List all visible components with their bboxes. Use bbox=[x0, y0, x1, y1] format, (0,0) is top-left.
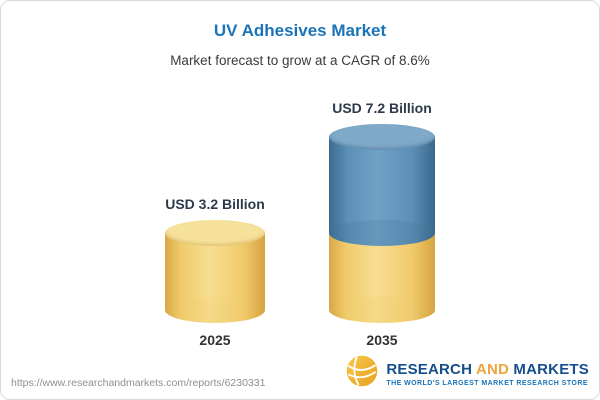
cylinder-bar-chart: USD 3.2 Billion 2025 USD 7.2 Billion 203… bbox=[1, 90, 599, 348]
chart-header: UV Adhesives Market Market forecast to g… bbox=[1, 1, 599, 68]
category-label-2025: 2025 bbox=[199, 332, 231, 348]
globe-icon bbox=[345, 354, 379, 393]
bar-column-2035: USD 7.2 Billion 2035 bbox=[329, 100, 435, 348]
category-label-2035: 2035 bbox=[366, 332, 398, 348]
logo-text: RESEARCH AND MARKETS THE WORLD'S LARGEST… bbox=[386, 361, 589, 387]
cylinder-2035 bbox=[329, 124, 435, 323]
logo-word-markets: MARKETS bbox=[513, 360, 589, 378]
research-and-markets-logo: RESEARCH AND MARKETS THE WORLD'S LARGEST… bbox=[345, 354, 589, 393]
chart-subtitle: Market forecast to grow at a CAGR of 8.6… bbox=[170, 53, 430, 68]
report-url: https://www.researchandmarkets.com/repor… bbox=[11, 377, 266, 389]
logo-word-research: RESEARCH bbox=[386, 360, 473, 378]
bar-column-2025: USD 3.2 Billion 2025 bbox=[165, 196, 265, 348]
cylinder-segment-value-2025 bbox=[165, 220, 265, 323]
cylinder-2025 bbox=[165, 220, 265, 323]
cylinder-top-ellipse bbox=[165, 220, 265, 246]
cylinder-base-ellipse bbox=[165, 297, 265, 323]
logo-word-and: AND bbox=[475, 360, 510, 378]
chart-title: UV Adhesives Market bbox=[213, 21, 387, 40]
footer: https://www.researchandmarkets.com/repor… bbox=[11, 354, 589, 393]
cylinder-base-ellipse bbox=[329, 297, 435, 323]
value-label-2025: USD 3.2 Billion bbox=[165, 196, 265, 212]
logo-wordmark: RESEARCH AND MARKETS bbox=[386, 361, 589, 378]
cylinder-segment-growth-to-2035 bbox=[329, 124, 435, 246]
cylinder-base-ellipse bbox=[329, 220, 435, 246]
cylinder-top-ellipse bbox=[329, 124, 435, 150]
value-label-2035: USD 7.2 Billion bbox=[332, 100, 432, 116]
logo-tagline: THE WORLD'S LARGEST MARKET RESEARCH STOR… bbox=[386, 379, 588, 387]
